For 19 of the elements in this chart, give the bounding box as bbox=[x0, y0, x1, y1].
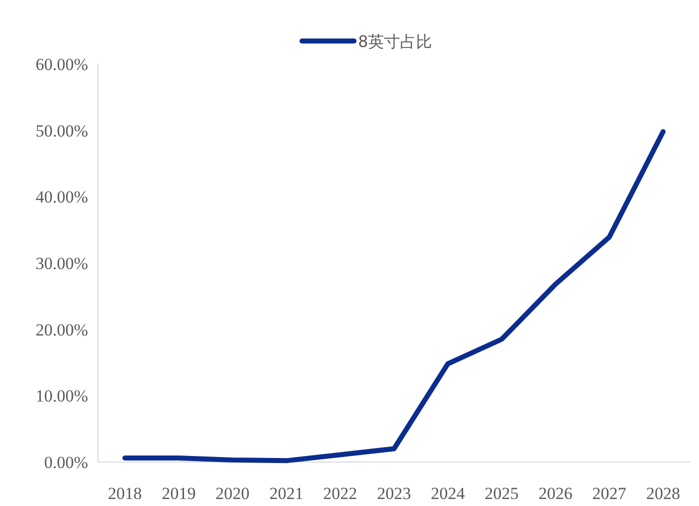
x-tick-label: 2026 bbox=[538, 484, 572, 503]
y-tick-label: 40.00% bbox=[36, 188, 88, 207]
x-tick-label: 2025 bbox=[484, 484, 519, 503]
y-tick-label: 0.00% bbox=[44, 453, 88, 472]
y-tick-label: 60.00% bbox=[36, 55, 88, 74]
x-tick-label: 2024 bbox=[430, 484, 466, 503]
x-tick-label: 2028 bbox=[646, 484, 680, 503]
y-tick-label: 20.00% bbox=[36, 320, 88, 340]
x-tick-label: 2021 bbox=[269, 484, 304, 503]
x-tick-label: 2022 bbox=[323, 484, 358, 503]
x-tick-label: 2023 bbox=[377, 484, 411, 503]
y-tick-label: 30.00% bbox=[36, 254, 88, 273]
legend-label: 8英寸占比 bbox=[358, 32, 432, 51]
x-tick-label: 2020 bbox=[216, 484, 250, 503]
x-tick-label: 2019 bbox=[162, 484, 196, 503]
y-tick-label: 10.00% bbox=[36, 386, 88, 406]
y-tick-label: 50.00% bbox=[36, 121, 88, 140]
x-tick-label: 2018 bbox=[108, 484, 142, 503]
x-tick-label: 2027 bbox=[592, 484, 627, 503]
